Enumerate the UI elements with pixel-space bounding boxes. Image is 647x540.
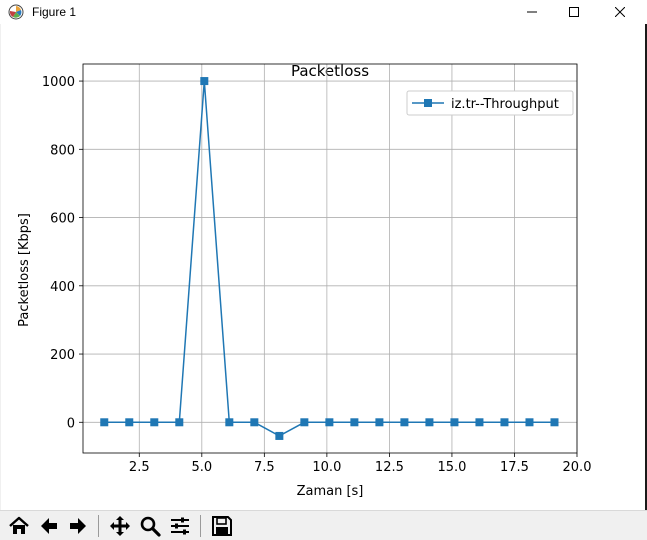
data-point-marker bbox=[325, 418, 334, 427]
x-tick-label: 2.5 bbox=[129, 460, 150, 475]
legend-box bbox=[406, 90, 574, 116]
window-title: Figure 1 bbox=[32, 5, 77, 19]
close-icon bbox=[615, 7, 625, 17]
x-tick-label: 15.0 bbox=[437, 460, 466, 475]
data-point-marker bbox=[100, 418, 109, 427]
x-tick-label: 12.5 bbox=[375, 460, 404, 475]
window-border-left bbox=[0, 24, 1, 510]
toolbar-separator bbox=[200, 515, 201, 537]
legend-marker-sample bbox=[424, 99, 432, 107]
pan-button[interactable] bbox=[107, 513, 133, 539]
toolbar-separator bbox=[98, 515, 99, 537]
data-point-marker bbox=[500, 418, 509, 427]
x-axis-label: Zaman [s] bbox=[297, 484, 364, 499]
series-line bbox=[104, 81, 555, 437]
zoom-icon bbox=[140, 516, 161, 537]
x-tick-label: 5.0 bbox=[191, 460, 212, 475]
data-point-marker bbox=[550, 418, 559, 427]
x-tick-label: 20.0 bbox=[563, 460, 592, 475]
figure-canvas[interactable]: Packetloss 2.5 5.0 7.5 10.0 12.5 15.0 17.5 20.0… bbox=[0, 24, 645, 510]
close-button[interactable] bbox=[597, 0, 643, 24]
data-point-marker bbox=[400, 418, 409, 427]
title-bar: Figure 1 bbox=[0, 0, 647, 24]
data-point-marker bbox=[300, 418, 309, 427]
forward-button[interactable] bbox=[65, 513, 91, 539]
back-arrow-icon bbox=[41, 518, 57, 534]
legend: iz.tr--Throughput bbox=[406, 90, 574, 116]
back-button[interactable] bbox=[36, 513, 62, 539]
save-icon bbox=[212, 516, 232, 536]
data-point-marker bbox=[250, 418, 259, 427]
x-tick-label: 17.5 bbox=[500, 460, 529, 475]
data-point-marker bbox=[350, 418, 359, 427]
y-tick-label: 200 bbox=[50, 348, 75, 363]
y-tick-label: 1000 bbox=[42, 75, 75, 90]
axis-ticks: 2.5 5.0 7.5 10.0 12.5 15.0 17.5 20.0 0 200 400 600 8… bbox=[42, 75, 592, 475]
grid-lines bbox=[83, 64, 578, 453]
y-axis-label: Packetloss [Kbps] bbox=[17, 213, 32, 327]
pan-icon bbox=[110, 516, 130, 536]
x-tick-label: 7.5 bbox=[254, 460, 275, 475]
maximize-icon bbox=[569, 7, 579, 17]
y-tick-label: 800 bbox=[50, 143, 75, 158]
minimize-icon bbox=[527, 11, 537, 13]
matplotlib-app-icon bbox=[8, 4, 24, 20]
axes-frame bbox=[82, 63, 578, 454]
navigation-toolbar bbox=[0, 510, 647, 540]
data-point-marker bbox=[475, 418, 484, 427]
chart-title: Packetloss bbox=[291, 62, 369, 80]
chart-svg[interactable]: Packetloss 2.5 5.0 7.5 10.0 12.5 15.0 17.5 20.0… bbox=[0, 24, 645, 510]
maximize-button[interactable] bbox=[551, 0, 597, 24]
legend-label: iz.tr--Throughput bbox=[451, 97, 559, 112]
data-point-marker bbox=[375, 418, 384, 427]
forward-arrow-icon bbox=[70, 518, 86, 534]
data-point-marker bbox=[150, 418, 159, 427]
series-layer bbox=[100, 77, 559, 440]
minimize-button[interactable] bbox=[509, 0, 555, 24]
home-button[interactable] bbox=[6, 513, 32, 539]
data-point-marker bbox=[275, 431, 284, 440]
data-point-marker bbox=[225, 418, 234, 427]
zoom-button[interactable] bbox=[137, 513, 163, 539]
window-border-right bbox=[645, 24, 647, 510]
data-point-marker bbox=[200, 77, 209, 86]
save-button[interactable] bbox=[209, 513, 235, 539]
data-point-marker bbox=[525, 418, 534, 427]
data-point-marker bbox=[125, 418, 134, 427]
home-icon bbox=[9, 516, 29, 534]
y-tick-label: 600 bbox=[50, 212, 75, 227]
data-point-marker bbox=[425, 418, 434, 427]
data-point-marker bbox=[175, 418, 184, 427]
configure-subplots-icon bbox=[171, 517, 189, 535]
configure-subplots-button[interactable] bbox=[167, 513, 193, 539]
data-point-marker bbox=[450, 418, 459, 427]
y-tick-label: 400 bbox=[50, 280, 75, 295]
x-tick-label: 10.0 bbox=[312, 460, 341, 475]
y-tick-label: 0 bbox=[67, 416, 75, 431]
